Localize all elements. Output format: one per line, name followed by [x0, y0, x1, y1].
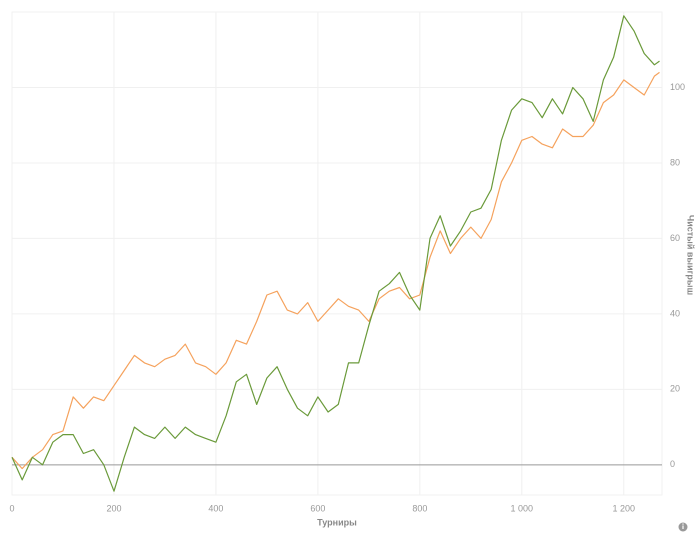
line-series: [11, 15, 660, 492]
plot-area: [11, 11, 663, 496]
line-series: [11, 71, 660, 470]
info-icon[interactable]: [678, 522, 688, 532]
x-tick-label: 200: [106, 503, 121, 513]
y-tick-label: 40: [670, 308, 680, 318]
x-tick-label: 800: [412, 503, 427, 513]
y-tick-label: 0: [670, 459, 675, 469]
x-tick-label: 1 000: [511, 503, 534, 513]
y-tick-label: 60: [670, 233, 680, 243]
x-tick-label: 1 200: [612, 503, 635, 513]
x-tick-label: 600: [310, 503, 325, 513]
y-tick-label: 80: [670, 157, 680, 167]
y-axis-title: Чистый выигрыш: [686, 215, 696, 295]
y-tick-label: 100: [670, 82, 685, 92]
x-axis-title: Турниры: [317, 517, 357, 527]
x-tick-label: 400: [208, 503, 223, 513]
y-tick-label: 20: [670, 384, 680, 394]
x-tick-label: 0: [9, 503, 14, 513]
